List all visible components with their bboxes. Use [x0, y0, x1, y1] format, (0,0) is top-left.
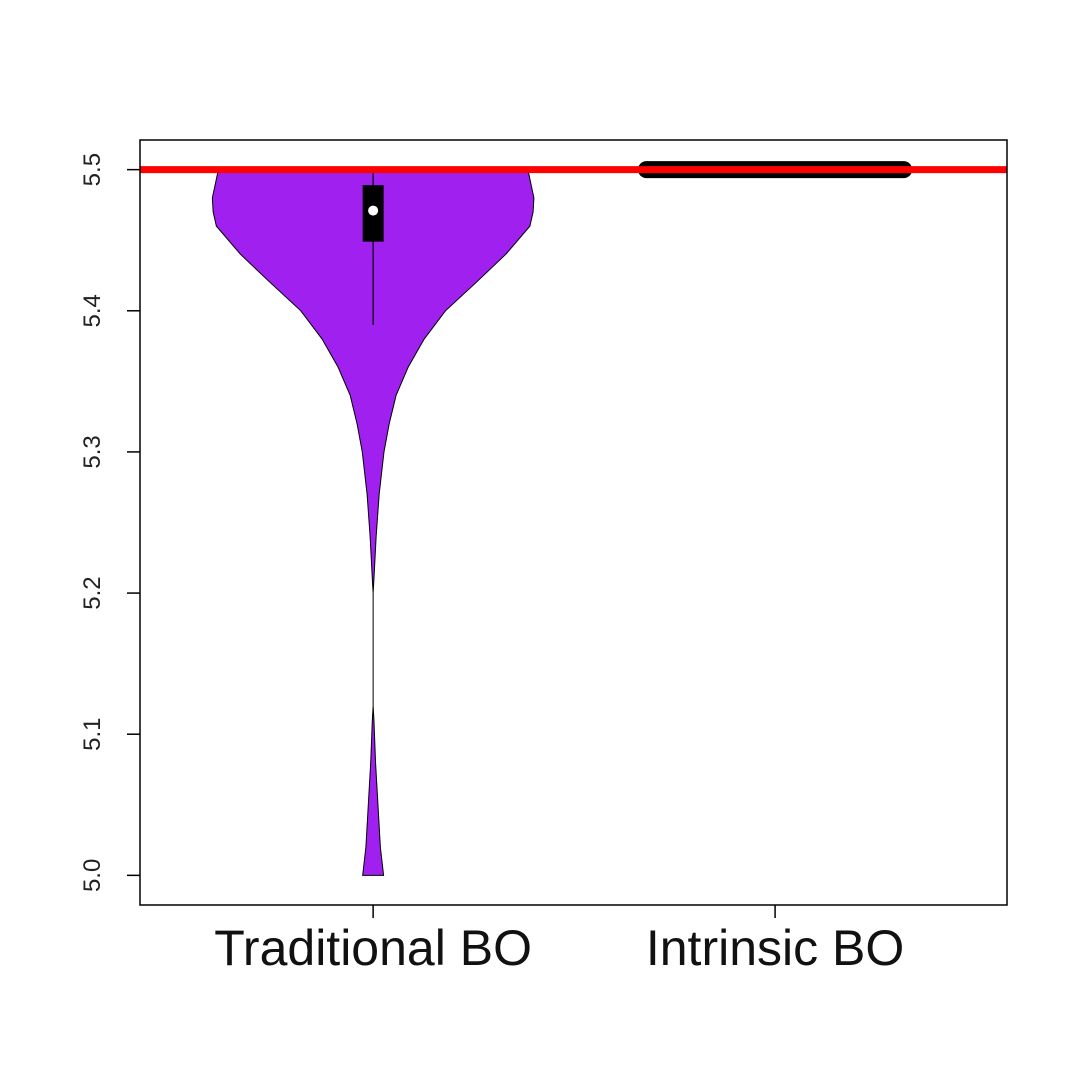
median: [368, 205, 379, 216]
y-tick-label: 5.0: [79, 859, 106, 892]
y-tick-label: 5.1: [79, 718, 106, 751]
y-tick-label: 5.5: [79, 153, 106, 186]
plot-frame: [139, 139, 1008, 906]
y-tick-label: 5.3: [79, 435, 106, 468]
y-tick-label: 5.4: [79, 294, 106, 327]
x-tick-label: Intrinsic BO: [646, 920, 904, 976]
y-tick-label: 5.2: [79, 576, 106, 609]
x-tick-label: Traditional BO: [214, 920, 532, 976]
violin: [211, 169, 535, 876]
